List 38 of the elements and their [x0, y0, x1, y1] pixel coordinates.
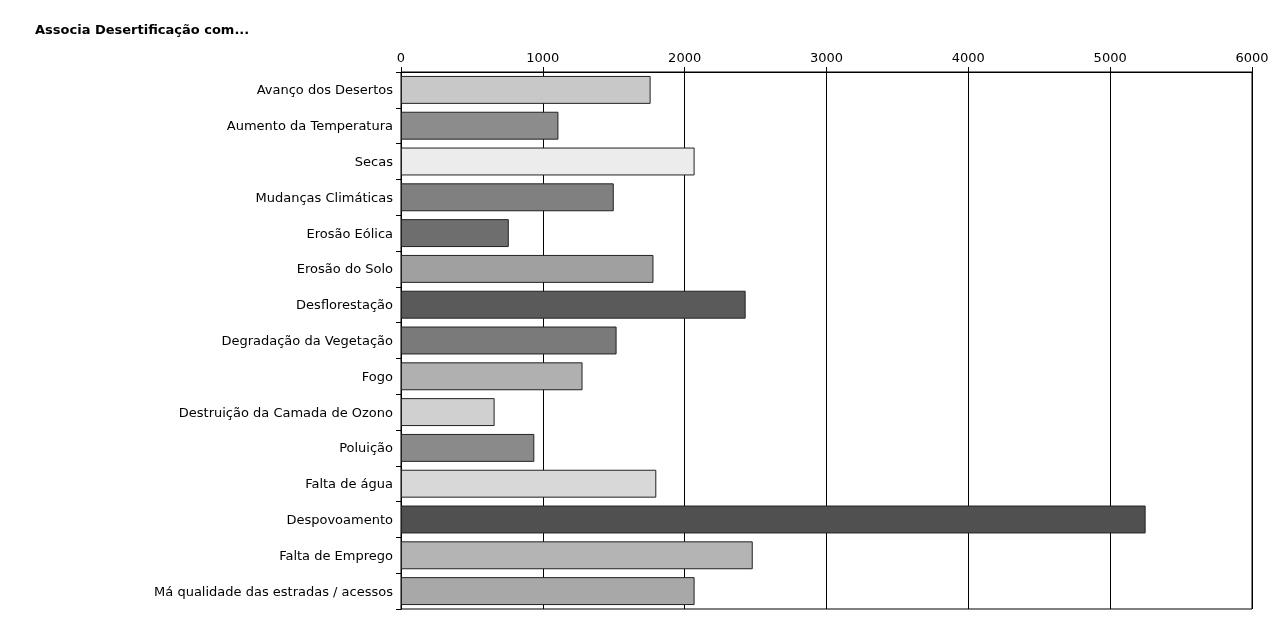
x-tick-label: 0: [396, 50, 406, 65]
bar: [401, 577, 695, 606]
bar: [401, 326, 617, 355]
x-tick-label: 6000: [1235, 50, 1269, 65]
y-tick-label: Má qualidade das estradas / acessos: [154, 583, 394, 599]
y-tick-label: Aumento da Temperatura: [226, 118, 393, 134]
y-tick-label: Mudanças Climáticas: [255, 189, 394, 205]
y-tick-label: Degradação da Vegetação: [221, 333, 394, 348]
y-tick-label: Erosão Eólica: [306, 225, 393, 241]
y-tick-label: Despovoamento: [286, 512, 394, 527]
y-tick-label: Falta de Emprego: [279, 547, 394, 563]
bar: [401, 398, 495, 427]
bar: [401, 541, 753, 570]
y-tick-label: Falta de água: [305, 476, 393, 492]
y-tick-label: Secas: [354, 154, 394, 169]
bar: [401, 362, 583, 391]
bar: [401, 75, 651, 104]
x-tick-label: 5000: [1093, 50, 1127, 65]
bar: [401, 183, 614, 212]
x-tick-label: 4000: [951, 50, 985, 65]
text: Associa Desertificação com...: [35, 22, 250, 37]
bar: [401, 433, 535, 462]
bar: [401, 290, 746, 319]
y-tick-label: Fogo: [361, 368, 394, 384]
bar: [401, 254, 654, 283]
y-tick-label: Poluição: [339, 440, 394, 456]
bar: [401, 469, 657, 498]
bar: [401, 111, 559, 140]
x-tick-label: 2000: [668, 50, 702, 65]
y-tick-label: Desflorestação: [296, 297, 394, 313]
bar: [401, 147, 695, 176]
y-tick-label: Destruição da Camada de Ozono: [178, 404, 394, 420]
x-tick-label: 3000: [809, 50, 844, 65]
y-tick-label: Erosão do Solo: [296, 261, 394, 277]
y-tick-label: Avanço dos Desertos: [256, 82, 394, 98]
bar: [401, 219, 509, 248]
bar: [401, 505, 1146, 534]
x-tick-label: 1000: [526, 50, 560, 65]
